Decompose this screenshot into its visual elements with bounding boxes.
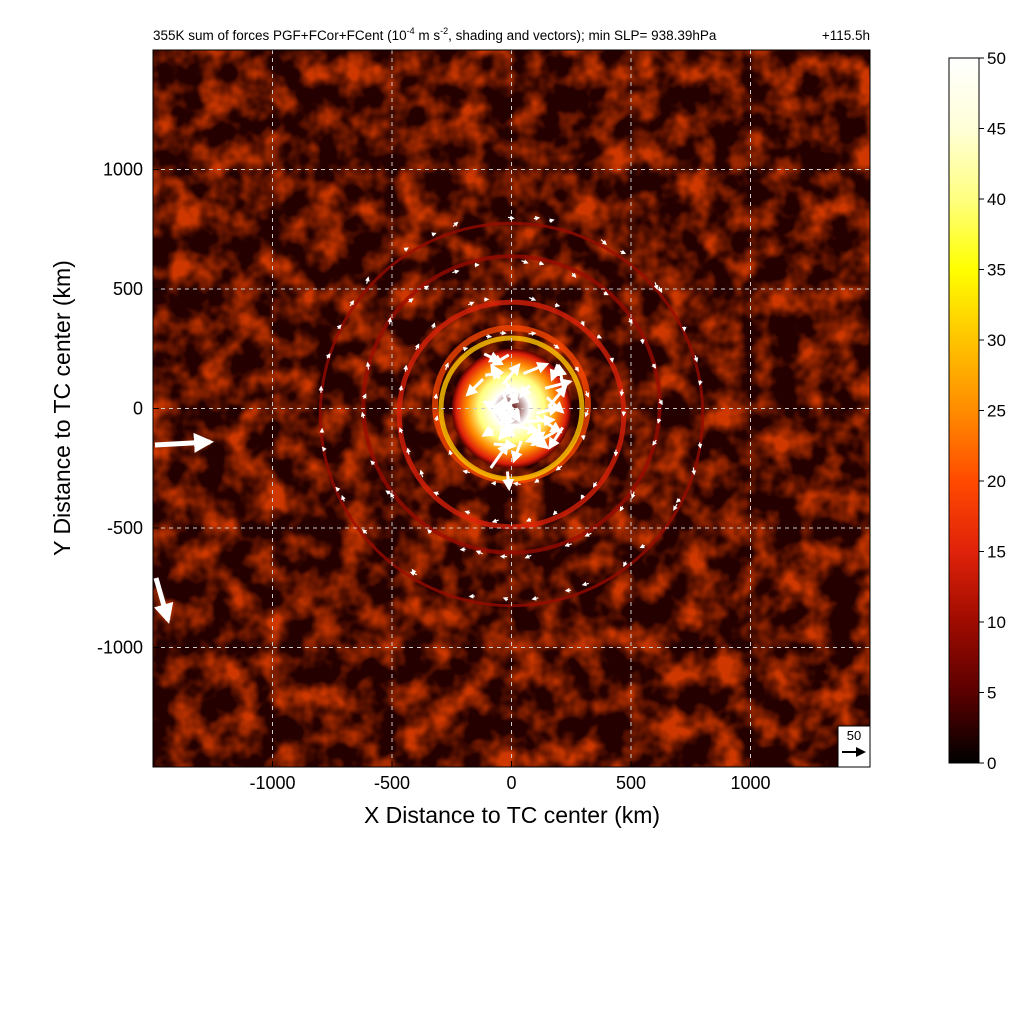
title-superscript: -4 [407,26,415,36]
y-axis-label: Y Distance to TC center (km) [49,260,75,556]
x-tick-label: 1000 [730,773,770,793]
colorbar-tick-label: 25 [987,402,1006,421]
force-vector [405,366,406,372]
force-vector [390,318,391,324]
force-vector [612,358,613,362]
colorbar-gradient [949,58,979,763]
force-vector [583,435,584,439]
colorbar-tick-label: 30 [987,331,1006,350]
y-tick-label: 0 [133,399,143,419]
colorbar-tick-label: 40 [987,190,1006,209]
heatmap-plot-area [153,50,870,767]
title-superscript-2: -2 [440,26,448,36]
force-vector [621,389,622,395]
time-label: +115.5h [822,28,870,43]
y-tick-label: 1000 [103,160,143,180]
y-axis-ticks: -1000 -500 0 500 1000 [97,160,159,658]
x-tick-label: -500 [374,773,410,793]
x-axis-label: X Distance to TC center (km) [364,802,660,828]
colorbar-tick-label: 20 [987,472,1006,491]
force-vector [436,394,437,399]
y-tick-label: -500 [107,518,143,538]
y-tick-label: -1000 [97,638,143,658]
colorbar: 0 5 10 15 20 25 30 35 40 45 50 [949,49,1006,773]
x-tick-label: 0 [506,773,516,793]
force-vector-core [494,444,515,446]
force-vector [700,442,701,447]
force-vector-core [507,471,509,488]
colorbar-tick-label: 0 [987,754,996,773]
colorbar-ticks: 0 5 10 15 20 25 30 35 40 45 50 [979,49,1006,773]
colorbar-tick-label: 5 [987,684,996,703]
colorbar-tick-label: 10 [987,613,1006,632]
force-vector-edge [155,442,210,445]
force-vector [528,333,535,334]
colorbar-tick-label: 15 [987,543,1006,562]
colorbar-tick-label: 35 [987,261,1006,280]
x-tick-label: -1000 [249,773,295,793]
colorbar-tick-label: 45 [987,120,1006,139]
colorbar-tick-label: 50 [987,49,1006,68]
force-vector [566,590,571,591]
reference-vector-label: 50 [847,728,861,743]
y-tick-label: 500 [113,279,143,299]
x-tick-label: 500 [616,773,646,793]
reference-vector-box: 50 [838,726,870,767]
chart-title: 355K sum of forces PGF+FCor+FCent (10-4 … [153,26,717,43]
